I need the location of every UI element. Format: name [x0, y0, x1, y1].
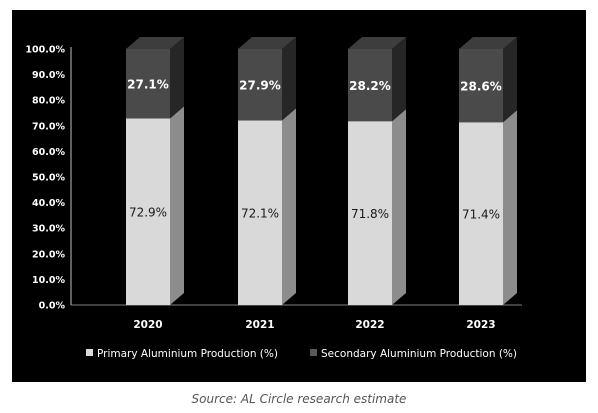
x-tick-label: 2020 [133, 319, 162, 331]
bar-top-2021 [238, 37, 296, 49]
bar-2022-secondary [348, 49, 392, 122]
data-label: 72.1% [241, 207, 279, 221]
y-tick-label: 60.0% [32, 147, 65, 158]
legend-swatch [310, 349, 317, 356]
data-label: 71.8% [351, 207, 389, 221]
chart-panel: 0.0% 10.0% 20.0% 30.0% 40.0% 50.0% 60.0% 70.0% 8… [12, 10, 586, 382]
bar-2023-primary [459, 122, 503, 305]
y-tick-label: 30.0% [32, 224, 65, 235]
bar-2023-secondary [459, 49, 503, 123]
bar-side-2023-2 [503, 37, 517, 123]
bar-2020-primary [126, 118, 170, 305]
bar-2021-secondary [238, 49, 282, 121]
bar-side-2021-2 [282, 37, 296, 121]
legend-swatch [86, 349, 93, 356]
y-tick-label: 10.0% [32, 275, 65, 286]
y-tick-label: 70.0% [32, 121, 65, 132]
data-label: 28.6% [460, 80, 502, 94]
x-tick-label: 2021 [245, 319, 274, 331]
bar-top-2023 [459, 37, 517, 49]
bar-side-2022-2 [392, 37, 406, 122]
bar-top-2022 [348, 37, 406, 49]
bar-2022-primary [348, 121, 392, 305]
bar-side-2023-1 [503, 110, 517, 305]
bar-side-2020-1 [170, 106, 184, 305]
legend-label: Secondary Aluminium Production (%) [321, 348, 517, 360]
bar-side-2020-2 [170, 37, 184, 119]
data-label: 27.1% [127, 78, 169, 92]
bar-2021-primary [238, 120, 282, 305]
data-label: 27.9% [239, 79, 281, 93]
y-tick-label: 40.0% [32, 198, 65, 209]
y-tick-label: 100.0% [25, 45, 65, 56]
data-label: 28.2% [349, 79, 391, 93]
y-tick-label: 90.0% [32, 70, 65, 81]
stacked-bar-chart: 0.0% 10.0% 20.0% 30.0% 40.0% 50.0% 60.0% 70.0% 8… [25, 37, 522, 360]
x-tick-label: 2022 [355, 319, 384, 331]
bar-2020-secondary [126, 49, 170, 119]
data-label: 71.4% [462, 208, 500, 222]
bar-side-2021-1 [282, 108, 296, 305]
y-tick-label: 80.0% [32, 96, 65, 107]
bar-top-2020 [126, 37, 184, 49]
y-tick-label: 0.0% [39, 301, 66, 312]
x-tick-label: 2023 [466, 319, 495, 331]
y-tick-label: 50.0% [32, 173, 65, 184]
y-tick-label: 20.0% [32, 249, 65, 260]
bar-side-2022-1 [392, 109, 406, 305]
source-caption: Source: AL Circle research estimate [191, 392, 407, 406]
legend-label: Primary Aluminium Production (%) [97, 348, 278, 360]
data-label: 72.9% [129, 206, 167, 220]
